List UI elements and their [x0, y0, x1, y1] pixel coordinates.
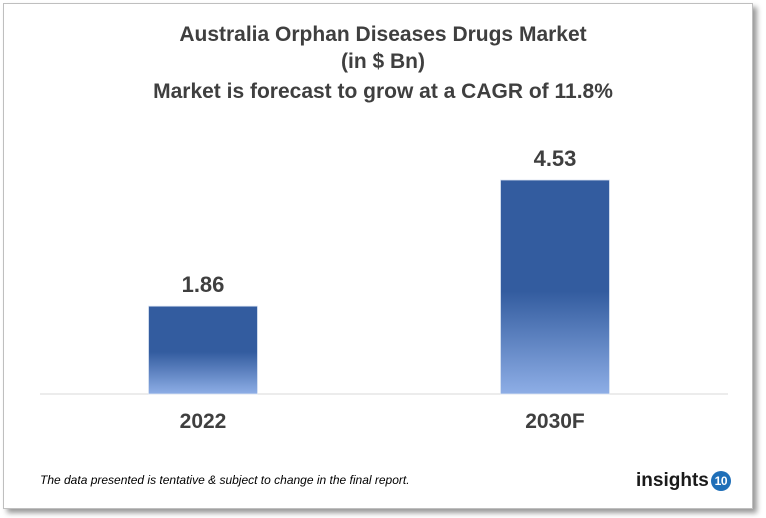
chart-title: Australia Orphan Diseases Drugs Market: [179, 23, 587, 46]
insights10-logo: insights 10: [636, 470, 731, 492]
bar-2022: [148, 305, 258, 395]
logo-badge: 10: [710, 471, 731, 491]
x-tick-label: 2022: [180, 410, 227, 433]
data-label: 4.53: [534, 146, 577, 171]
chart-subtitle-unit: (in $ Bn): [341, 50, 425, 73]
logo-text: insights: [636, 470, 709, 491]
x-tick-label: 2030F: [525, 410, 585, 433]
chart-subtitle-cagr: Market is forecast to grow at a CAGR of …: [153, 80, 613, 103]
bar-2030F: [500, 179, 610, 395]
footnote: The data presented is tentative & subjec…: [40, 473, 410, 487]
data-label: 1.86: [182, 272, 225, 297]
chart-frame: [3, 3, 753, 509]
